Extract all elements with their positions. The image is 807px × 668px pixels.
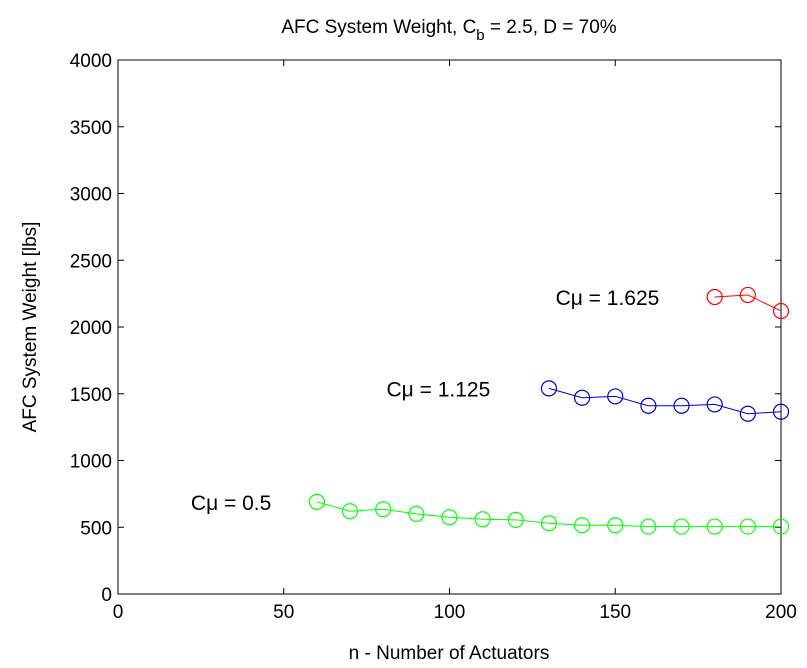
chart-title-prefix: AFC System Weight, C (281, 17, 476, 38)
chart-title-subscript: b (476, 27, 484, 44)
data-point (540, 380, 558, 397)
chart-title-suffix: = 2.5, D = 70% (485, 17, 617, 38)
data-point (739, 405, 756, 422)
data-point (673, 397, 690, 414)
y-tick-label: 2000 (70, 318, 112, 339)
data-point (573, 389, 591, 406)
y-axis-label: AFC System Weight [lbs] (20, 222, 41, 433)
y-tick-label: 500 (80, 518, 112, 539)
series-layer (308, 286, 790, 535)
series-annotation: Cμ = 1.125 (387, 378, 491, 401)
y-tick-label: 3500 (70, 118, 112, 139)
x-tick-label: 100 (434, 602, 466, 623)
series-line (548, 387, 782, 415)
data-point (507, 511, 524, 529)
data-point (739, 518, 756, 535)
y-tick-label: 0 (101, 585, 112, 606)
y-tick-label: 2500 (70, 251, 112, 272)
y-tick-label: 1500 (70, 385, 112, 406)
data-point (408, 505, 425, 523)
data-point (772, 518, 790, 535)
x-tick-label: 200 (765, 602, 797, 623)
x-tick-label: 150 (599, 602, 631, 623)
data-point (640, 397, 657, 414)
y-axis-ticks: 0 500 1000 1500 2000 2500 3000 3500 4000 (70, 51, 781, 606)
data-point (673, 518, 690, 535)
data-point (607, 517, 624, 534)
series-3 (706, 286, 790, 320)
x-axis-label: n - Number of Actuators (349, 643, 550, 664)
series-1 (308, 493, 790, 535)
data-point (375, 501, 392, 518)
series-2 (540, 380, 790, 422)
data-point (573, 517, 591, 534)
data-point (441, 509, 458, 526)
x-tick-label: 0 (113, 602, 124, 623)
data-point (706, 396, 723, 413)
data-point (772, 403, 790, 420)
data-point (640, 518, 657, 535)
data-point (540, 515, 558, 532)
plot-frame (117, 59, 782, 595)
data-point (341, 503, 359, 520)
data-point (706, 288, 723, 306)
x-tick-label: 50 (273, 602, 294, 623)
y-tick-label: 3000 (70, 185, 112, 206)
annotations: Cμ = 0.5 Cμ = 1.125 Cμ = 1.625 (191, 287, 659, 515)
data-point (706, 518, 723, 535)
series-line (714, 294, 782, 312)
data-point (474, 511, 491, 528)
data-point (607, 388, 624, 405)
plot-area-border (117, 59, 782, 595)
data-point (772, 302, 790, 320)
chart-title: AFC System Weight, Cb = 2.5, D = 70% (281, 17, 616, 44)
series-line (316, 501, 781, 528)
x-axis-ticks: 0 50 100 150 200 (113, 60, 797, 623)
series-annotation: Cμ = 0.5 (191, 492, 271, 515)
y-tick-label: 1000 (70, 452, 112, 473)
data-point (739, 286, 756, 304)
data-point (308, 493, 325, 510)
y-tick-label: 4000 (70, 51, 112, 72)
series-annotation: Cμ = 1.625 (556, 287, 660, 310)
